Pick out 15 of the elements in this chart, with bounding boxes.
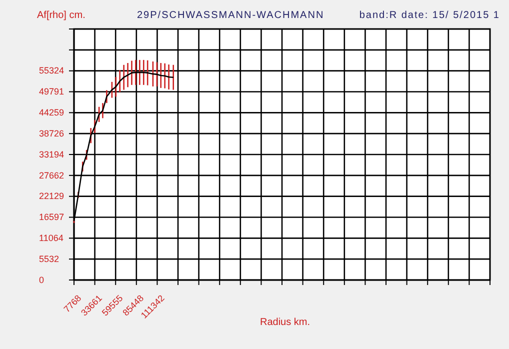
y-tick-label: 38726: [39, 128, 64, 138]
y-tick-label: 16597: [39, 212, 64, 222]
y-tick-label: 33194: [39, 149, 64, 160]
chart-subtitle: band:R date: 15/ 5/2015 1: [359, 10, 500, 21]
y-tick-label: 49791: [39, 86, 64, 97]
y-tick-label: 0: [39, 274, 44, 285]
y-tick-label: 22129: [39, 191, 64, 202]
y-tick-label: 11064: [39, 233, 64, 244]
y-tick-label: 44259: [39, 108, 64, 118]
chart-title: 29P/SCHWASSMANN-WACHMANN: [137, 10, 324, 21]
y-tick-label: 5532: [39, 254, 60, 264]
x-axis-title: Radius km.: [260, 317, 310, 328]
y-axis-title: Af[rho] cm.: [37, 10, 86, 21]
y-tick-label: 27662: [39, 170, 64, 180]
y-tick-label: 55324: [39, 66, 64, 76]
